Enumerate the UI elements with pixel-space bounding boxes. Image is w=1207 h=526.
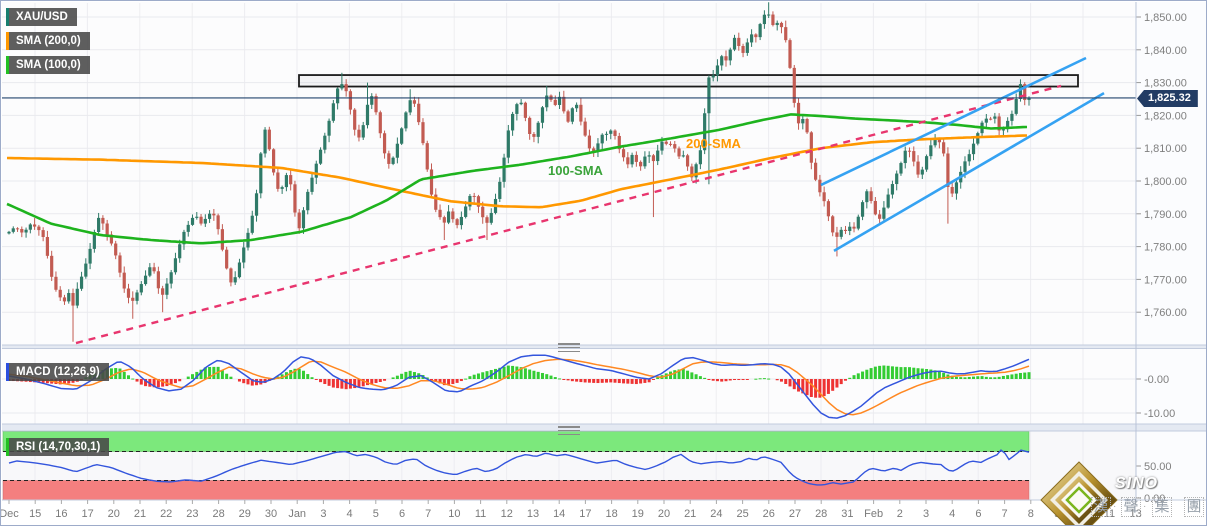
rsi-oversold-band xyxy=(2,480,1030,501)
svg-text:22: 22 xyxy=(160,508,172,520)
svg-text:0.00: 0.00 xyxy=(1144,493,1165,505)
svg-text:Jan: Jan xyxy=(288,508,306,520)
svg-text:25: 25 xyxy=(736,508,748,520)
svg-text:2: 2 xyxy=(897,508,903,520)
rsi-overbought-band xyxy=(2,431,1030,452)
svg-text:30: 30 xyxy=(265,508,277,520)
svg-text:26: 26 xyxy=(763,508,775,520)
svg-text:11: 11 xyxy=(475,508,486,520)
price-axis[interactable] xyxy=(1137,2,1207,526)
svg-text:14: 14 xyxy=(553,508,565,520)
svg-text:20: 20 xyxy=(108,508,120,520)
macd-panel-resize-handle[interactable] xyxy=(558,343,580,352)
svg-text:27: 27 xyxy=(789,508,801,520)
svg-text:1,830.00: 1,830.00 xyxy=(1144,78,1187,90)
svg-text:1,780.00: 1,780.00 xyxy=(1144,242,1187,254)
svg-text:15: 15 xyxy=(29,508,41,520)
svg-text:3: 3 xyxy=(923,508,929,520)
svg-text:1,810.00: 1,810.00 xyxy=(1144,143,1187,155)
svg-text:19: 19 xyxy=(632,508,644,520)
svg-text:13: 13 xyxy=(1129,508,1141,520)
channel-upper-line[interactable] xyxy=(820,56,1087,187)
svg-text:29: 29 xyxy=(239,508,251,520)
svg-text:6: 6 xyxy=(399,508,405,520)
svg-text:6: 6 xyxy=(975,508,981,520)
svg-text:21: 21 xyxy=(134,508,146,520)
svg-text:7: 7 xyxy=(1002,508,1008,520)
indicator-badge-sma200[interactable]: SMA (200,0) xyxy=(6,32,90,50)
svg-text:28: 28 xyxy=(212,508,224,520)
svg-text:1,770.00: 1,770.00 xyxy=(1144,274,1187,286)
svg-text:1,850.00: 1,850.00 xyxy=(1144,12,1187,24)
indicator-badge-sma100[interactable]: SMA (100,0) xyxy=(6,56,90,74)
svg-text:24: 24 xyxy=(710,508,722,520)
sma200-line-label: 200-SMA xyxy=(686,136,741,151)
svg-text:10: 10 xyxy=(448,508,460,520)
svg-text:17: 17 xyxy=(579,508,591,520)
svg-text:9: 9 xyxy=(1054,508,1060,520)
svg-text:16: 16 xyxy=(55,508,67,520)
svg-text:21: 21 xyxy=(684,508,696,520)
svg-text:1,790.00: 1,790.00 xyxy=(1144,209,1187,221)
macd-signal-line xyxy=(8,358,1030,416)
current-price-badge: 1,825.32 xyxy=(1137,90,1198,107)
svg-text:13: 13 xyxy=(527,508,539,520)
svg-text:5: 5 xyxy=(373,508,379,520)
svg-text:12: 12 xyxy=(501,508,513,520)
svg-text:-10.00: -10.00 xyxy=(1144,408,1175,420)
svg-text:1,820.00: 1,820.00 xyxy=(1144,110,1187,122)
svg-text:31: 31 xyxy=(841,508,853,520)
macd-line xyxy=(8,354,1030,419)
candlestick-series xyxy=(7,2,1031,342)
svg-text:1,840.00: 1,840.00 xyxy=(1144,45,1187,57)
svg-text:11: 11 xyxy=(1104,508,1115,520)
date-axis[interactable] xyxy=(2,500,1207,526)
rsi-line xyxy=(8,449,1030,486)
indicator-badge-rsi[interactable]: RSI (14,70,30,1) xyxy=(6,438,110,456)
svg-text:17: 17 xyxy=(81,508,93,520)
svg-text:1,760.00: 1,760.00 xyxy=(1144,307,1187,319)
sma100-line-label: 100-SMA xyxy=(548,163,603,178)
svg-text:18: 18 xyxy=(605,508,617,520)
sma200-line xyxy=(6,134,1028,209)
svg-text:7: 7 xyxy=(425,508,431,520)
svg-text:10: 10 xyxy=(1077,508,1089,520)
svg-text:4: 4 xyxy=(347,508,353,520)
channel-lower-line[interactable] xyxy=(833,91,1105,252)
rsi-panel-resize-handle[interactable] xyxy=(558,426,580,435)
svg-text:Feb: Feb xyxy=(864,508,883,520)
svg-text:23: 23 xyxy=(186,508,198,520)
svg-text:1,800.00: 1,800.00 xyxy=(1144,176,1187,188)
resistance-zone[interactable] xyxy=(298,74,1079,88)
svg-text:3: 3 xyxy=(320,508,326,520)
indicator-badge-macd[interactable]: MACD (12,26,9) xyxy=(6,363,109,381)
svg-text:4: 4 xyxy=(949,508,955,520)
svg-text:8: 8 xyxy=(1028,508,1034,520)
svg-text:28: 28 xyxy=(815,508,827,520)
svg-text:50.00: 50.00 xyxy=(1144,461,1172,473)
svg-text:-0.00: -0.00 xyxy=(1144,374,1169,386)
sma100-line xyxy=(6,113,1028,245)
svg-text:Dec: Dec xyxy=(1,508,19,520)
instrument-badge-xauusd[interactable]: XAU/USD xyxy=(6,8,77,26)
ascending-trendline[interactable] xyxy=(75,84,1062,345)
date-axis-labels: Dec 15 16 17 20 21 22 23 28 29 30 Jan 3 4 5 6 7 10 11 12 13 1… xyxy=(1,500,1142,520)
svg-text:20: 20 xyxy=(658,508,670,520)
